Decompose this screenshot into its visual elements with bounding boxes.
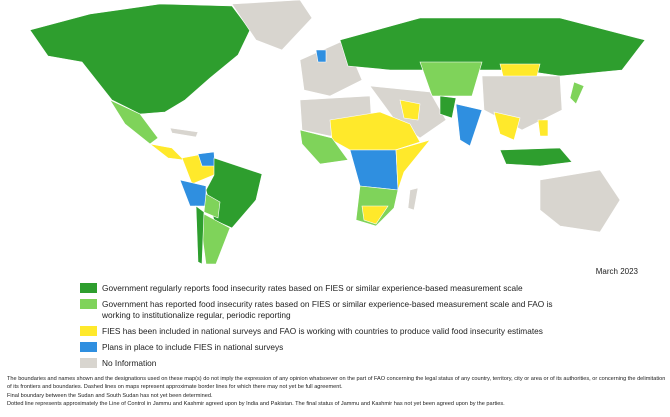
legend-swatch xyxy=(80,342,97,352)
region-central-africa xyxy=(349,149,399,191)
legend-label: FIES has been included in national surve… xyxy=(102,326,543,336)
disclaimer-note: The boundaries and names shown and the d… xyxy=(7,376,666,391)
region-brazil xyxy=(205,157,263,229)
region-east-africa xyxy=(395,139,431,191)
legend: Government regularly reports food insecu… xyxy=(80,283,582,374)
region-philippines xyxy=(537,119,549,137)
region-australia xyxy=(539,169,621,233)
region-madagascar xyxy=(407,187,419,211)
region-indonesia xyxy=(499,147,573,167)
region-west-africa xyxy=(299,129,349,165)
region-arabia-yellow xyxy=(399,99,421,121)
region-caribbean xyxy=(169,127,199,138)
legend-item: Government has reported food insecurity … xyxy=(80,299,582,321)
disclaimer-note: Final boundary between the Sudan and Sou… xyxy=(7,392,213,399)
disclaimer-note: Dotted line represents approximately the… xyxy=(7,400,505,407)
legend-swatch xyxy=(80,326,97,336)
region-china xyxy=(481,75,563,131)
region-mexico xyxy=(109,99,159,145)
legend-item: No Information xyxy=(80,358,582,369)
map-date: March 2023 xyxy=(595,267,638,276)
legend-item: Government regularly reports food insecu… xyxy=(80,283,582,294)
legend-swatch xyxy=(80,299,97,309)
legend-label: Government regularly reports food insecu… xyxy=(102,283,523,293)
legend-label: Plans in place to include FIES in nation… xyxy=(102,342,284,352)
legend-swatch xyxy=(80,358,97,368)
region-bolivia xyxy=(203,193,221,219)
region-peru xyxy=(179,179,207,207)
legend-label: Government has reported food insecurity … xyxy=(102,299,553,320)
legend-item: FIES has been included in national surve… xyxy=(80,326,582,337)
region-russia xyxy=(339,17,646,77)
legend-item: Plans in place to include FIES in nation… xyxy=(80,342,582,353)
region-central-america xyxy=(149,143,185,161)
region-central-asia xyxy=(419,61,483,97)
legend-label: No Information xyxy=(102,358,157,368)
region-se-asia xyxy=(493,111,521,141)
world-map xyxy=(29,0,646,265)
region-pakistan xyxy=(439,95,457,119)
region-greenland xyxy=(231,0,313,51)
region-japan xyxy=(569,81,585,105)
legend-swatch xyxy=(80,283,97,293)
region-india xyxy=(455,103,483,147)
region-south-africa xyxy=(361,205,389,225)
region-uk xyxy=(315,49,327,63)
region-north-america xyxy=(29,3,251,115)
region-chile xyxy=(195,205,205,265)
disclaimer-notes: The boundaries and names shown and the d… xyxy=(7,375,667,408)
